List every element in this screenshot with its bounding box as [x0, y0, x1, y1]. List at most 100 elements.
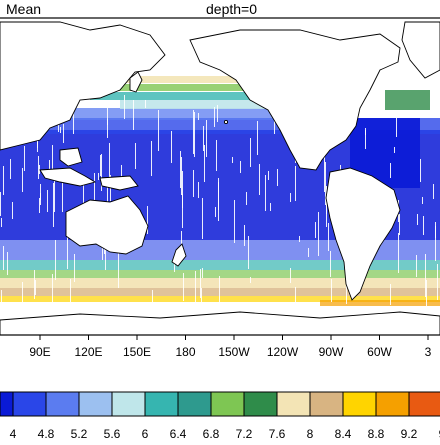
data-gaps: [0, 95, 440, 329]
data-gap-streak: [49, 160, 50, 170]
data-gap-streak: [193, 110, 194, 154]
data-gap-streak: [195, 271, 196, 305]
lon-tick-label: 90E: [29, 345, 50, 359]
data-gap-streak: [232, 157, 233, 163]
colorbar-label: 6.8: [203, 427, 220, 440]
data-gap-streak: [423, 216, 424, 235]
data-gap-streak: [201, 288, 202, 329]
data-gap-streak: [203, 126, 204, 151]
colorbar-swatch: [78, 391, 113, 417]
data-gap-streak: [202, 198, 203, 239]
data-gap-streak: [151, 141, 152, 176]
data-gap-streak: [60, 127, 61, 133]
data-gap-streak: [34, 270, 35, 299]
data-gap-streak: [62, 170, 63, 212]
data-gap-streak: [181, 157, 182, 195]
land-antarctica: [0, 311, 440, 336]
data-gap-streak: [158, 110, 159, 151]
data-gap-streak: [74, 254, 75, 282]
colorbar-swatch: [111, 391, 146, 417]
colorbar-label: 8.8: [368, 427, 385, 440]
colorbar-label: 5.2: [71, 427, 88, 440]
data-gap-streak: [240, 161, 241, 173]
data-gap-streak: [204, 145, 205, 182]
data-gap-streak: [219, 276, 220, 309]
data-gap-streak: [40, 193, 41, 200]
colorbar-label: 6.4: [170, 427, 187, 440]
data-gap-streak: [244, 225, 245, 246]
data-gap-streak: [121, 165, 122, 183]
data-gap-streak: [39, 165, 40, 174]
data-gap-streak: [52, 274, 53, 306]
data-gap-streak: [94, 173, 95, 206]
data-gap-streak: [145, 100, 146, 108]
data-gap-streak: [331, 279, 332, 302]
data-gap-streak: [3, 166, 4, 195]
data-gap-streak: [346, 277, 347, 304]
data-gap-streak: [435, 226, 436, 238]
data-gap-streak: [215, 207, 216, 217]
data-gap-streak: [54, 173, 55, 212]
colorbar-swatch: [243, 391, 278, 417]
field-natl-green: [385, 90, 430, 110]
data-gap-streak: [47, 190, 48, 212]
data-gap-streak: [324, 148, 325, 192]
data-gap-streak: [270, 203, 271, 211]
data-gap-streak: [246, 192, 247, 205]
data-gap-streak: [422, 197, 423, 204]
data-gap-streak: [55, 240, 56, 280]
data-gap-streak: [308, 248, 309, 257]
data-gap-streak: [1, 290, 2, 320]
data-gap-streak: [218, 183, 219, 210]
data-gap-streak: [416, 255, 417, 277]
data-gap-streak: [147, 206, 148, 234]
data-gap-streak: [24, 146, 25, 171]
data-gap-streak: [295, 166, 296, 201]
data-gap-streak: [265, 175, 266, 211]
land-asia: [0, 21, 166, 151]
colorbar-label: 9.2: [401, 427, 418, 440]
data-gap-streak: [118, 248, 119, 288]
data-gap-streak: [299, 236, 300, 242]
field-south-teal: [0, 260, 440, 270]
land-indonesia: [39, 167, 97, 187]
data-gap-streak: [109, 143, 110, 186]
data-gap-streak: [216, 140, 217, 171]
data-gap-streak: [52, 145, 53, 169]
data-gap-streak: [328, 223, 329, 251]
land-layer: [0, 21, 440, 336]
data-gap-streak: [1, 218, 2, 227]
colorbar-swatch: [210, 391, 245, 417]
colorbar-label: 8.4: [335, 427, 352, 440]
data-gap-streak: [396, 115, 397, 137]
land-borneo: [59, 147, 83, 167]
land-south-america: [325, 167, 401, 301]
data-gap-streak: [194, 112, 195, 157]
data-gap-streak: [10, 159, 11, 179]
data-gap-streak: [198, 182, 199, 198]
map-plot: [0, 17, 440, 336]
data-gap-streak: [295, 287, 296, 327]
data-gap-streak: [22, 168, 23, 192]
lon-tick-label: 60W: [367, 345, 392, 359]
lon-tick-label: 3: [425, 345, 432, 359]
data-gap-streak: [330, 251, 331, 277]
data-gap-streak: [390, 284, 391, 305]
data-gap-streak: [435, 222, 436, 261]
data-gap-streak: [83, 178, 84, 206]
data-gap-streak: [290, 193, 291, 202]
data-gap-streak: [268, 171, 269, 180]
colorbar-swatch: [0, 391, 14, 417]
data-gap-streak: [217, 105, 218, 122]
data-gap-streak: [426, 280, 427, 320]
colorbar-swatch: [408, 391, 440, 417]
data-gap-streak: [182, 194, 183, 228]
data-gap-streak: [198, 113, 199, 120]
data-gap-streak: [7, 252, 8, 275]
colorbar-label: 7.2: [236, 427, 253, 440]
colorbar-label: 8: [307, 427, 314, 440]
data-gap-streak: [325, 162, 326, 205]
colorbar-swatch: [375, 391, 410, 417]
lon-tick-label: 150E: [123, 345, 151, 359]
data-gap-streak: [433, 184, 434, 199]
